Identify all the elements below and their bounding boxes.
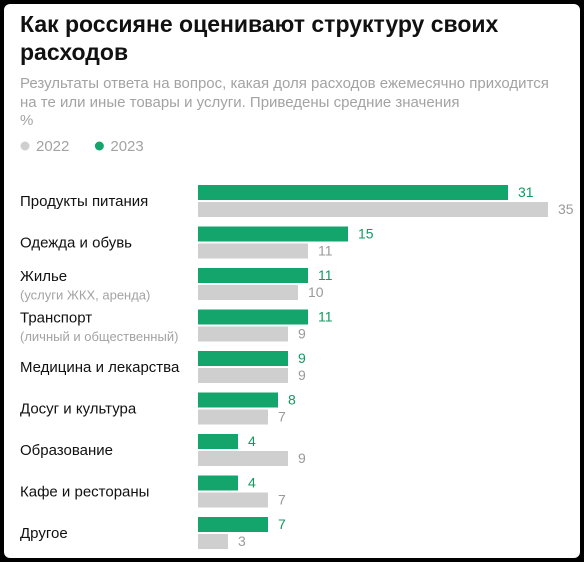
value-label: 3 — [238, 533, 246, 549]
value-label: 11 — [318, 267, 333, 283]
unit-label: % — [20, 112, 34, 129]
bar — [198, 534, 228, 549]
category-label: Медицина и лекарства — [20, 359, 180, 376]
value-label: 7 — [278, 492, 286, 508]
category-label: Образование — [20, 442, 113, 459]
value-label: 11 — [318, 309, 333, 325]
category-note: (личный и общественный) — [20, 329, 178, 344]
category-label: Продукты питания — [20, 193, 148, 210]
bar — [198, 492, 268, 508]
value-label: 7 — [278, 516, 286, 532]
category-label: Жилье — [20, 268, 67, 285]
value-label: 11 — [318, 243, 333, 259]
value-label: 9 — [298, 450, 306, 466]
bar — [198, 268, 308, 283]
legend-label: 2022 — [36, 138, 69, 155]
value-label: 7 — [278, 409, 286, 425]
bar — [198, 368, 288, 383]
card: Как россияне оценивают структуру своих р… — [4, 4, 580, 558]
bar — [198, 434, 238, 449]
chart-title: Как россияне оценивают структуру своих р… — [20, 11, 499, 65]
bar — [198, 326, 288, 342]
legend-swatch — [20, 141, 30, 151]
category-label: Досуг и культура — [20, 400, 137, 417]
bar — [198, 285, 298, 300]
chart-subtitle: Результаты ответа на вопрос, какая доля … — [20, 75, 549, 111]
value-label: 4 — [248, 433, 256, 449]
bar — [198, 392, 278, 408]
bar — [198, 451, 288, 466]
chart: 2022 2023 Продукты питания 31 35 Одежда и обу… — [20, 138, 574, 549]
value-label: 31 — [518, 184, 534, 200]
value-label: 10 — [308, 284, 324, 300]
value-label: 4 — [248, 475, 256, 491]
value-label: 35 — [558, 201, 574, 217]
bar — [198, 517, 268, 532]
bar — [198, 202, 548, 217]
legend-label: 2023 — [110, 138, 143, 155]
value-label: 8 — [288, 392, 296, 408]
legend-swatch — [94, 141, 104, 151]
value-label: 9 — [298, 367, 306, 383]
category-label: Другое — [20, 525, 68, 542]
value-label: 9 — [298, 326, 306, 342]
value-label: 9 — [298, 350, 306, 366]
bar — [198, 351, 288, 366]
value-label: 15 — [358, 226, 374, 242]
category-label: Одежда и обувь — [20, 234, 132, 251]
bar — [198, 185, 508, 200]
bar — [198, 309, 308, 325]
category-note: (услуги ЖКХ, аренда) — [20, 287, 150, 302]
bar — [198, 409, 268, 425]
bar — [198, 226, 348, 242]
category-label: Транспорт — [20, 309, 92, 326]
bar — [198, 475, 238, 491]
category-label: Кафе и рестораны — [20, 483, 149, 500]
bar — [198, 243, 308, 259]
